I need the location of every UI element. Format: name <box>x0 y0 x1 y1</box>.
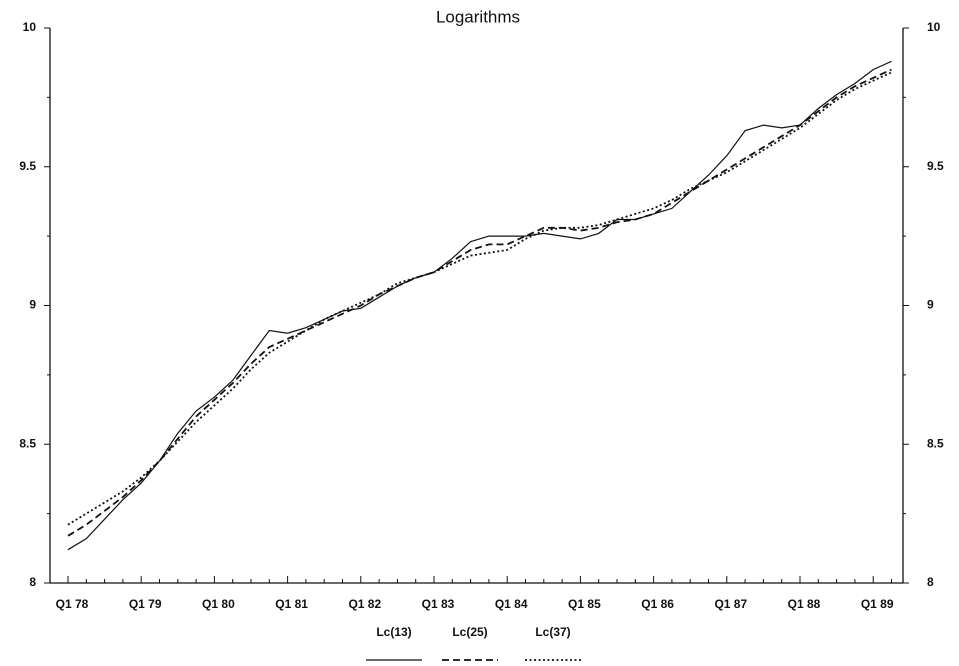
legend-label: Lc(13) <box>376 625 411 639</box>
x-tick-label: Q1 80 <box>202 597 235 611</box>
x-tick-label: Q1 81 <box>275 597 308 611</box>
chart-title: Logarithms <box>436 7 520 26</box>
x-tick-label: Q1 83 <box>422 597 455 611</box>
y-tick-label: 8.5 <box>19 436 36 450</box>
x-tick-label: Q1 86 <box>641 597 674 611</box>
y-tick-label: 9.5 <box>19 159 36 173</box>
y-tick-label: 9 <box>29 298 36 312</box>
x-tick-label: Q1 88 <box>788 597 821 611</box>
x-tick-label: Q1 82 <box>348 597 381 611</box>
series-line <box>67 60 892 551</box>
legend-label: Lc(37) <box>535 625 570 639</box>
x-tick-label: Q1 79 <box>129 597 162 611</box>
y-tick-label-right: 9 <box>927 298 934 312</box>
legend-label: Lc(25) <box>452 625 487 639</box>
y-tick-label: 8 <box>29 575 36 589</box>
series-line <box>67 68 892 537</box>
x-tick-label: Q1 84 <box>495 597 528 611</box>
series-line <box>67 71 892 526</box>
x-tick-label: Q1 85 <box>568 597 601 611</box>
x-tick-label: Q1 89 <box>861 597 894 611</box>
y-tick-label-right: 8 <box>927 575 934 589</box>
y-tick-label-right: 10 <box>927 20 941 34</box>
x-tick-label: Q1 78 <box>56 597 89 611</box>
y-tick-label: 10 <box>23 20 37 34</box>
x-tick-label: Q1 87 <box>714 597 747 611</box>
y-tick-label-right: 9.5 <box>927 159 944 173</box>
y-tick-label-right: 8.5 <box>927 436 944 450</box>
